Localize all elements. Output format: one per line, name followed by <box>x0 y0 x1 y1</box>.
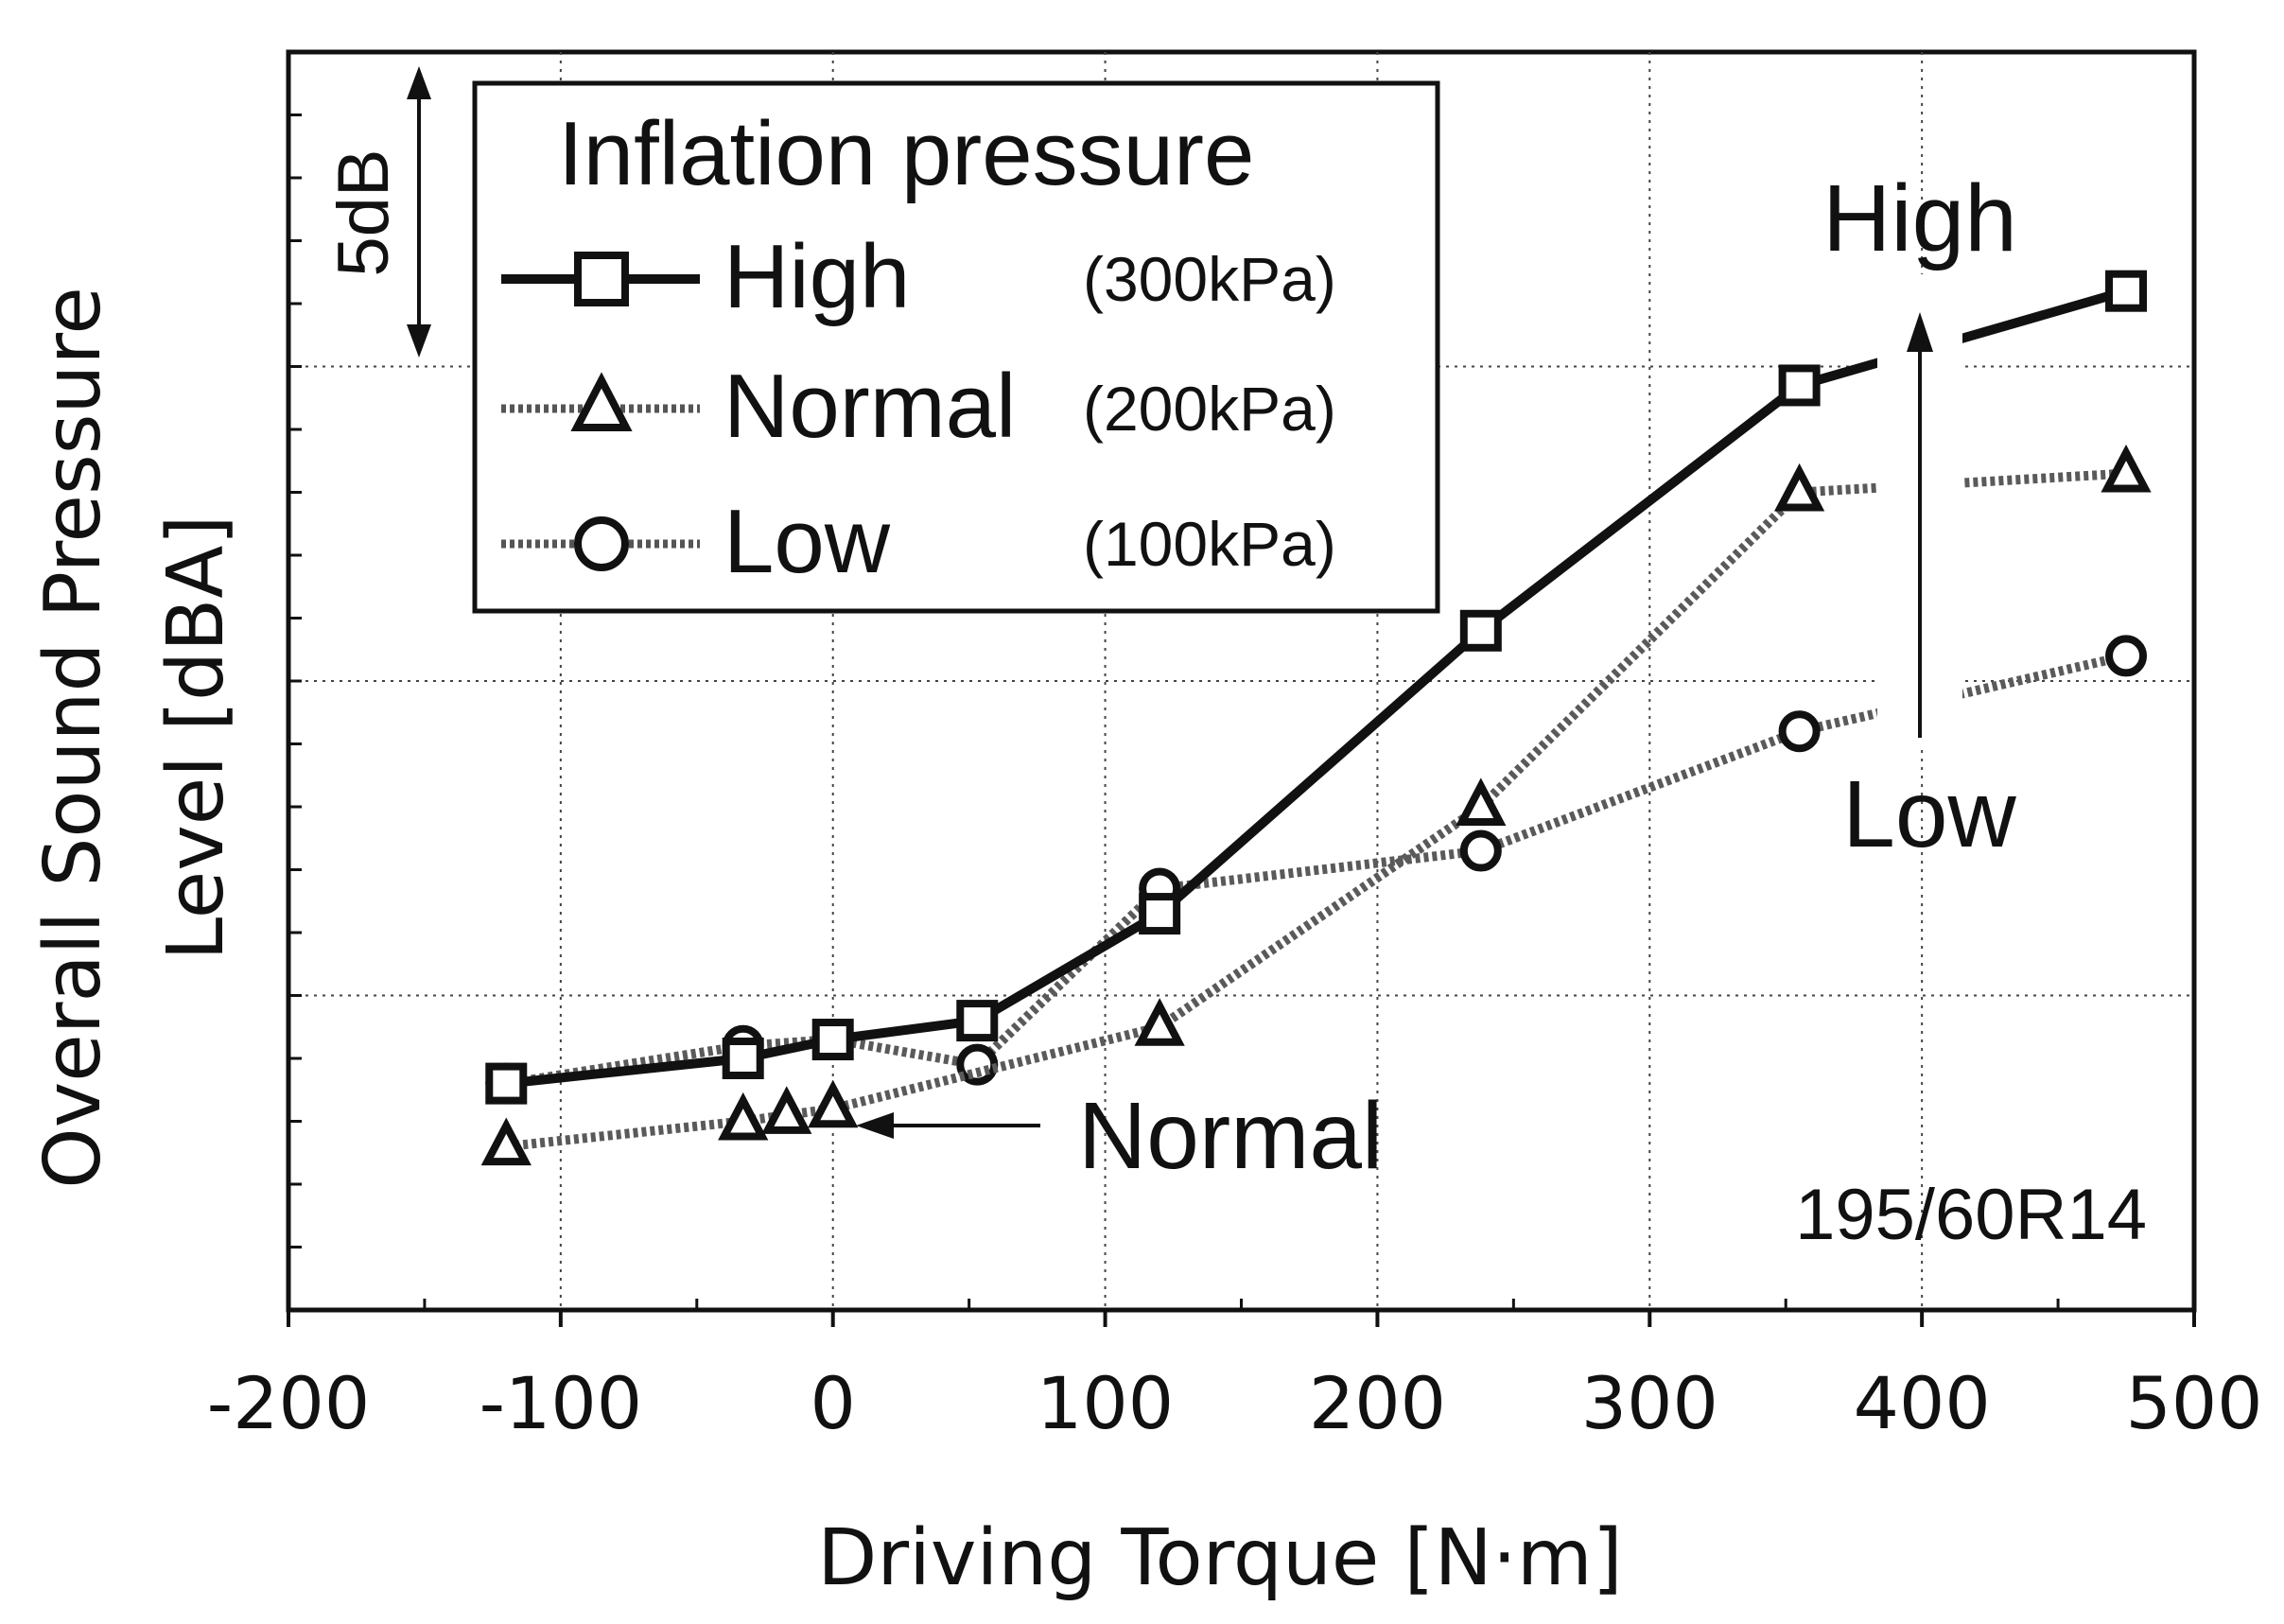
data-point-high <box>485 1062 528 1105</box>
data-point-high <box>811 1019 854 1061</box>
legend: Inflation pressure High (300kPa) Normal … <box>472 80 1440 614</box>
scale-bar-label: 5dB <box>323 148 404 276</box>
legend-entry-high: High (300kPa) <box>501 226 1336 327</box>
x-tick-label: 200 <box>1309 1361 1446 1445</box>
legend-pressure-low: (100kPa) <box>1083 509 1336 579</box>
legend-pressure-normal: (200kPa) <box>1083 374 1336 444</box>
legend-label-normal: Normal <box>724 356 1016 457</box>
data-point-normal <box>1456 777 1507 826</box>
normal-annotation-label: Normal <box>1078 1083 1383 1189</box>
data-point-high <box>1778 364 1821 407</box>
legend-marker-square <box>574 252 629 306</box>
data-point-high <box>722 1038 764 1079</box>
legend-label-low: Low <box>724 491 891 592</box>
data-point-high <box>1459 609 1502 652</box>
data-point-high <box>1139 893 1181 935</box>
arrow-top-label: High <box>1822 166 2017 271</box>
series-layer <box>480 270 2152 1166</box>
tire-size-label: 195/60R14 <box>1795 1175 2147 1255</box>
data-point-normal <box>1773 463 1825 512</box>
legend-pressure-high: (300kPa) <box>1083 244 1336 314</box>
scale-bar-arrow-down <box>407 324 431 358</box>
series-high <box>485 270 2148 1105</box>
x-tick-label: 300 <box>1581 1361 1718 1445</box>
pressure-arrow-head <box>1907 312 1933 352</box>
pressure-direction-annotation: High Low <box>1822 166 2017 867</box>
data-point-low <box>1459 829 1502 872</box>
data-point-normal <box>718 1091 769 1141</box>
data-point-normal <box>808 1079 859 1128</box>
x-tick-label: 0 <box>811 1361 856 1445</box>
legend-entry-normal: Normal (200kPa) <box>501 356 1336 457</box>
series-line-normal <box>505 468 2127 1152</box>
x-tick-label: -200 <box>207 1361 370 1445</box>
scale-bar: 5dB <box>323 66 431 358</box>
x-tick-label: 500 <box>2125 1361 2262 1445</box>
legend-marker-circle <box>574 516 629 571</box>
data-point-high <box>2105 270 2148 312</box>
data-point-high <box>956 1000 999 1042</box>
legend-title: Inflation pressure <box>558 103 1254 204</box>
y-axis-title-line1: Overall Sound Pressure <box>28 287 118 1189</box>
x-tick-label: 100 <box>1037 1361 1174 1445</box>
series-line-low <box>505 651 2128 1089</box>
data-point-low <box>1778 710 1821 753</box>
x-axis-title: Driving Torque [N·m] <box>817 1513 1622 1603</box>
data-point-normal <box>2101 444 2152 493</box>
legend-entry-low: Low (100kPa) <box>501 491 1336 592</box>
legend-label-high: High <box>724 226 910 327</box>
series-normal <box>480 444 2152 1166</box>
data-point-normal <box>1134 998 1185 1046</box>
x-tick-label: 400 <box>1854 1361 1991 1445</box>
normal-arrow-head <box>856 1112 894 1139</box>
normal-annotation: Normal <box>856 1083 1383 1189</box>
data-point-normal <box>761 1086 812 1134</box>
scale-bar-arrow-up <box>407 66 431 99</box>
legend-marker-triangle <box>570 372 633 431</box>
x-tick-label: -100 <box>479 1361 642 1445</box>
x-ticks: -200 -100 0 100 200 300 400 500 <box>207 1299 2263 1445</box>
legend-box <box>472 80 1440 614</box>
data-point-normal <box>480 1117 532 1166</box>
data-point-low <box>2105 635 2148 677</box>
arrow-bottom-label: Low <box>1842 761 2016 867</box>
y-axis-title-line2: Level [dBA] <box>151 515 241 961</box>
